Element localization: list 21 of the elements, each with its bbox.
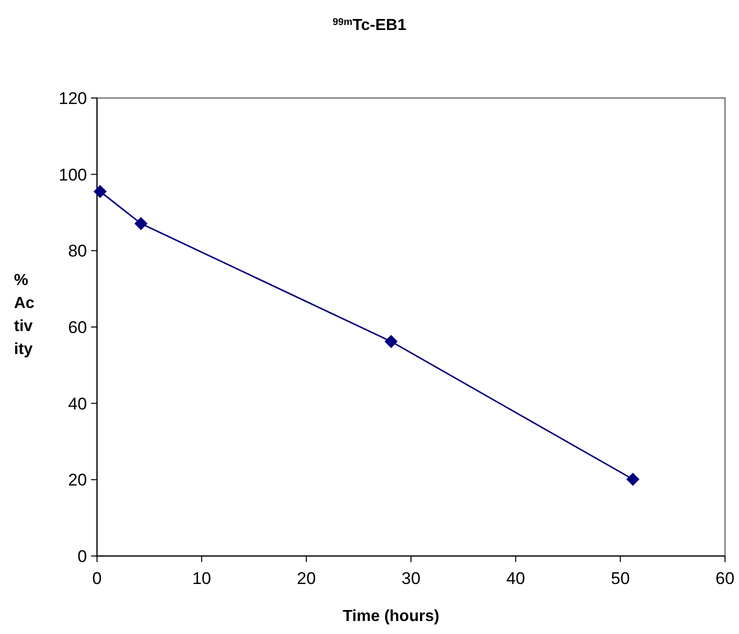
x-axis-title: Time (hours) <box>342 608 440 625</box>
chart-title: $^{99m}$Tc-EB1 <box>332 16 406 34</box>
point <box>134 217 148 230</box>
point <box>384 334 398 348</box>
point <box>626 472 640 486</box>
y-tick-label: 40 <box>68 394 87 414</box>
y-tick-label: 60 <box>68 318 87 337</box>
y-tick-label: 20 <box>68 470 87 490</box>
x-tick-label: 20 <box>296 569 316 588</box>
y-tick-label: 100 <box>58 165 87 184</box>
x-tick-label: 50 <box>610 569 630 588</box>
point <box>94 184 107 198</box>
x-tick-label: 40 <box>506 569 526 588</box>
x-tick-label: 10 <box>192 569 212 588</box>
x-tick-label: 60 <box>716 569 734 588</box>
y-tick-label: 80 <box>68 242 87 261</box>
y-axis-title: % Activity <box>14 272 35 358</box>
x-tick-label: 30 <box>402 569 420 588</box>
y-tick-label: 0 <box>78 546 87 566</box>
x-tick-label: 0 <box>92 569 102 588</box>
y-tick-label: 120 <box>58 88 87 108</box>
